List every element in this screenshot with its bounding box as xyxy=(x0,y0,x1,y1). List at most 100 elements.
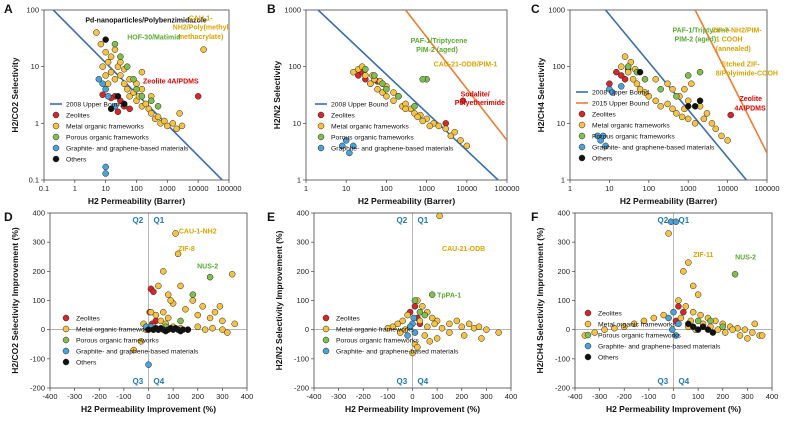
plot-frame xyxy=(569,9,768,181)
panel-label: A xyxy=(4,2,13,16)
data-point-mof xyxy=(458,323,465,330)
annotation-label: Pd-nanoparticles/Polybenzimidazole xyxy=(85,18,206,25)
quadrant-label-q3: Q3 xyxy=(397,377,408,386)
data-point-mof xyxy=(401,326,409,333)
data-point-mof xyxy=(460,332,468,339)
data-point-mof xyxy=(390,89,397,96)
data-point-others xyxy=(694,326,702,333)
y-tick-label: 0.1 xyxy=(29,176,39,185)
data-point-mof xyxy=(729,326,736,333)
data-point-mof xyxy=(155,282,162,290)
data-point-porous xyxy=(696,68,704,76)
x-tick-label: -100 xyxy=(380,392,395,401)
data-point-mof xyxy=(177,282,184,290)
y-tick-label: -200 xyxy=(555,384,570,393)
x-tick-label: -300 xyxy=(67,392,82,401)
legend-swatch-dot xyxy=(52,122,60,130)
data-point-mof xyxy=(669,105,676,113)
legend: Zeolites Metal organic frameworks Porous o… xyxy=(584,309,721,361)
data-point-porous xyxy=(362,66,369,73)
annotation-label: PIM-2 (aged) xyxy=(675,36,717,43)
legend-swatch-dot xyxy=(584,342,592,350)
data-point-mof xyxy=(137,338,145,345)
data-point-mof xyxy=(424,323,431,330)
data-point-mof xyxy=(712,125,719,133)
data-point-others xyxy=(636,68,644,76)
y-axis-label: H2/N2 Selectivity Improvement (%) xyxy=(274,230,284,370)
data-point-mof xyxy=(749,329,756,336)
data-point-mof xyxy=(624,68,632,76)
data-point-mof xyxy=(206,314,214,322)
panel-label: C xyxy=(531,2,540,16)
x-tick-label: 100 xyxy=(643,184,656,193)
x-tick-label: 200 xyxy=(716,392,729,401)
data-point-mof xyxy=(681,85,688,93)
data-point-mof xyxy=(650,314,658,322)
data-point-mof xyxy=(154,113,162,121)
data-point-others xyxy=(691,103,699,110)
legend-entry: Graphite- and graphene-based materials xyxy=(76,348,199,355)
data-point-mof xyxy=(652,75,659,83)
x-tick-label: 1000 xyxy=(680,184,697,193)
x-axis-label: H2 Permeability (Barrer) xyxy=(358,196,455,206)
panel-E: E -400 -300 -200 -100 0 100 200 300 400 -200 -100 0 1… xyxy=(267,209,517,415)
data-point-mof xyxy=(636,85,644,93)
legend-swatch-dot xyxy=(322,347,330,355)
y-tick-label: 200 xyxy=(557,267,570,276)
data-point-others xyxy=(184,326,192,333)
y-tick-label: 100 xyxy=(557,296,570,305)
legend-entry: 2008 Upper Bound xyxy=(66,101,123,108)
x-tick-label: 10 xyxy=(101,184,109,193)
data-point-mof xyxy=(178,122,186,130)
data-point-mof xyxy=(199,303,206,310)
data-point-porous xyxy=(133,85,140,93)
data-point-mof xyxy=(475,323,483,330)
data-point-mof xyxy=(478,335,485,342)
data-point-graphite xyxy=(618,83,625,90)
data-point-mof xyxy=(457,137,464,144)
data-point-mof xyxy=(200,46,207,53)
y-tick-label: 0 xyxy=(41,325,45,334)
data-point-zeolites xyxy=(411,303,419,310)
y-axis-label: H2/CO2 Selectivity Improvement (%) xyxy=(10,227,20,374)
annotation-label: CAU-1-NH2 xyxy=(179,228,217,235)
y-tick-label: 10 xyxy=(293,119,301,128)
legend-entry: Graphite- and graphene-based materials xyxy=(592,144,715,151)
legend-entry: Porous organic frameworks xyxy=(592,133,675,140)
panel-C: C 1 10 100 1000 10000 100000 1 10 100 1000 H2 Perme… xyxy=(531,2,780,206)
panel-label: B xyxy=(267,2,276,16)
y-tick-label: 1000 xyxy=(284,6,301,15)
x-tick-label: 300 xyxy=(480,392,493,401)
data-point-graphite xyxy=(145,361,152,368)
data-point-mof xyxy=(426,338,433,345)
data-point-mof xyxy=(433,335,441,342)
data-point-mof xyxy=(436,212,443,220)
data-point-porous xyxy=(395,93,402,100)
x-tick-label: 0.1 xyxy=(39,184,49,193)
data-point-others xyxy=(157,324,165,332)
upper-bound-line xyxy=(317,10,499,180)
data-point-mof xyxy=(621,323,628,330)
data-point-mof xyxy=(446,329,453,336)
data-point-porous xyxy=(379,80,386,87)
data-point-porous xyxy=(416,308,424,316)
data-point-mof xyxy=(160,268,167,275)
data-point-others xyxy=(709,329,717,336)
y-tick-label: 200 xyxy=(32,267,45,276)
y-tick-label: 100 xyxy=(26,6,39,15)
annotation-label: Zeolite 4A/PDMS xyxy=(143,79,199,86)
annotation-label: PAF-1/Triptycene xyxy=(411,38,468,45)
data-point-mof xyxy=(99,63,106,70)
data-point-mof xyxy=(657,103,664,110)
legend-swatch-dot xyxy=(578,132,586,140)
y-tick-label: 300 xyxy=(557,238,570,247)
data-point-porous xyxy=(419,75,426,83)
panel-D: D -400 -300 -200 -100 0 100 200 300 400 -200 -100 0 1… xyxy=(4,209,253,415)
data-point-mof xyxy=(362,72,369,79)
data-point-mof xyxy=(591,329,598,336)
data-point-mof xyxy=(645,93,653,100)
data-point-others xyxy=(699,323,707,330)
data-point-mof xyxy=(173,125,180,133)
data-point-mof xyxy=(630,320,638,328)
data-point-zeolites xyxy=(442,120,450,127)
